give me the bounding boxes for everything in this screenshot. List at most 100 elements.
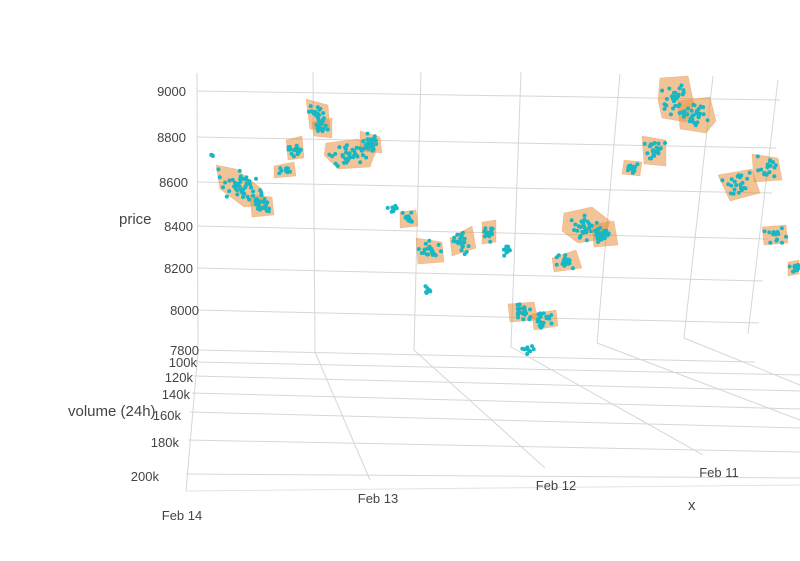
data-point	[726, 182, 731, 187]
data-point	[483, 226, 488, 231]
data-point	[771, 230, 776, 235]
data-point	[217, 175, 222, 180]
data-point	[762, 229, 767, 234]
data-point	[425, 289, 430, 294]
data-point	[651, 149, 655, 154]
data-point	[582, 217, 587, 222]
data-point	[575, 228, 580, 233]
data-point	[772, 174, 777, 179]
price-tick-label: 8400	[164, 219, 193, 234]
data-point	[286, 147, 291, 152]
data-point	[291, 154, 296, 159]
data-point	[297, 149, 302, 154]
data-point	[656, 151, 661, 156]
data-point	[333, 161, 338, 166]
data-point	[295, 152, 300, 157]
price-tick-label: 8200	[164, 261, 193, 276]
data-point	[651, 153, 656, 158]
data-point	[696, 107, 701, 111]
data-point	[227, 178, 232, 183]
data-point	[645, 151, 650, 156]
data-point	[588, 229, 593, 234]
data-point	[403, 214, 408, 219]
data-point	[572, 228, 577, 232]
data-point	[580, 229, 585, 234]
date-axis-title: x	[688, 497, 696, 514]
data-point	[484, 230, 489, 235]
data-point	[787, 264, 792, 269]
mesh-surface	[215, 75, 800, 331]
data-point	[595, 236, 600, 241]
data-point	[347, 151, 352, 156]
data-point	[358, 160, 363, 165]
data-point	[554, 262, 559, 267]
data-point	[528, 307, 532, 312]
data-point	[635, 162, 640, 167]
date-tick-label: Feb 11	[699, 465, 739, 480]
data-point	[241, 187, 246, 192]
data-point	[720, 178, 725, 183]
data-point	[656, 141, 661, 146]
data-point	[321, 127, 326, 131]
data-point	[747, 170, 752, 175]
data-point	[531, 347, 536, 352]
data-point	[308, 104, 313, 109]
data-point	[488, 239, 493, 244]
data-point	[701, 105, 706, 110]
data-point	[462, 236, 467, 241]
data-point	[596, 240, 600, 244]
data-point	[673, 103, 678, 108]
data-point	[676, 104, 681, 108]
data-point	[460, 230, 465, 235]
data-point	[227, 189, 232, 194]
data-point	[647, 156, 652, 161]
data-point	[341, 154, 345, 159]
data-point	[360, 153, 365, 158]
data-point	[772, 165, 777, 170]
data-point	[520, 346, 525, 351]
data-point	[426, 252, 431, 257]
data-point	[264, 200, 269, 205]
date-tick-label: Feb 12	[536, 478, 576, 493]
price-tick-label: 7800	[170, 343, 199, 358]
data-point	[327, 152, 332, 157]
data-point	[233, 180, 238, 185]
data-point	[370, 148, 375, 153]
data-point	[455, 232, 460, 237]
data-point	[794, 265, 799, 270]
data-point	[756, 168, 761, 173]
data-point	[333, 152, 338, 156]
data-point	[667, 86, 672, 91]
data-point	[460, 240, 465, 245]
data-point	[520, 306, 525, 311]
data-point	[576, 224, 581, 229]
data-point	[693, 123, 698, 128]
data-point	[602, 228, 607, 233]
data-point	[762, 172, 767, 177]
data-point	[602, 232, 607, 237]
data-point	[767, 230, 772, 235]
data-point	[221, 185, 225, 190]
data-point	[663, 141, 667, 145]
axis-grid	[185, 71, 800, 492]
data-point	[489, 226, 494, 231]
data-point	[319, 122, 324, 126]
data-point	[729, 183, 734, 188]
data-point	[528, 349, 533, 354]
data-point	[630, 170, 635, 175]
data-point	[238, 179, 243, 184]
data-point	[791, 269, 796, 274]
data-point	[598, 237, 603, 242]
data-point	[451, 239, 456, 244]
data-point	[677, 111, 682, 115]
data-point	[561, 258, 566, 263]
data-point	[677, 86, 682, 91]
data-point	[224, 194, 229, 199]
data-point	[774, 238, 779, 243]
data-point	[549, 321, 554, 326]
data-point	[540, 321, 544, 325]
data-point	[535, 319, 540, 324]
data-point	[249, 185, 253, 190]
data-point	[466, 244, 471, 249]
data-point	[562, 263, 567, 268]
